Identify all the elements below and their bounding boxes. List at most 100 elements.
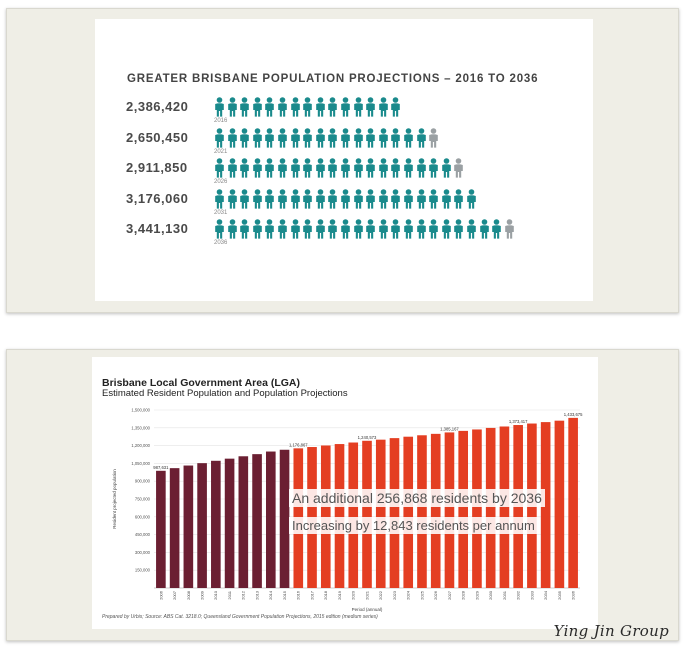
- projection-value: 3,176,060: [126, 190, 189, 206]
- y-tick-label: 900,000: [135, 479, 151, 484]
- person-icon: [365, 97, 376, 122]
- x-tick-label: 2034: [543, 590, 548, 600]
- person-icon: [302, 127, 313, 153]
- person-icon-partial: [504, 219, 515, 244]
- person-icon: [365, 188, 376, 214]
- bar: [334, 444, 345, 588]
- x-tick-label: 2017: [309, 590, 314, 600]
- chart-subtitle: Estimated Resident Population and Popula…: [102, 388, 348, 399]
- x-tick-label: 2031: [502, 590, 507, 600]
- person-icon: [390, 127, 401, 153]
- person-icon: [315, 127, 326, 153]
- person-icon: [315, 188, 326, 214]
- person-icon: [302, 219, 313, 244]
- x-tick-label: 2032: [516, 590, 521, 600]
- data-label: 1,176,867: [289, 442, 308, 447]
- person-icon: [264, 97, 275, 122]
- y-tick-label: 1,050,000: [131, 461, 150, 466]
- person-icon: [378, 97, 389, 122]
- person-icon: [264, 158, 275, 183]
- bar: [211, 460, 221, 588]
- person-icon: [390, 97, 401, 122]
- bar: [568, 417, 578, 588]
- x-tick-label: 2022: [378, 590, 383, 600]
- person-icon: [214, 158, 225, 183]
- person-icon: [353, 219, 364, 244]
- person-icon: [378, 219, 389, 244]
- person-icon: [239, 127, 250, 153]
- x-tick-label: 2014: [268, 590, 273, 600]
- x-axis-label: Period (annual): [352, 607, 383, 612]
- x-tick-label: 2006: [158, 590, 163, 600]
- person-icon: [340, 97, 351, 122]
- bar: [540, 422, 551, 588]
- y-tick-label: 450,000: [135, 532, 151, 537]
- x-tick-label: 2033: [529, 590, 534, 600]
- person-icon: [403, 127, 414, 153]
- projection-year: 2021: [214, 148, 228, 155]
- projection-year: 2016: [214, 118, 228, 124]
- person-icon: [453, 188, 464, 214]
- person-icon: [378, 158, 389, 183]
- person-icon: [453, 219, 464, 244]
- signature: Ying Jin Group: [553, 622, 669, 640]
- person-icon: [466, 188, 477, 214]
- person-icon: [302, 188, 313, 214]
- chart-footnote: Prepared by Urbis; Source: ABS Cat. 3218…: [102, 614, 378, 620]
- person-icon: [428, 219, 439, 244]
- data-label: 1,373,417: [509, 419, 528, 424]
- person-icon: [353, 127, 364, 153]
- x-tick-label: 2018: [323, 590, 328, 600]
- person-icon: [353, 97, 364, 122]
- bar: [252, 454, 262, 588]
- x-tick-label: 2035: [557, 590, 562, 600]
- bar: [320, 445, 331, 588]
- data-label: 987,631: [153, 465, 169, 470]
- x-tick-label: 2019: [337, 590, 342, 600]
- x-tick-label: 2020: [351, 590, 356, 600]
- callout-annual-increase: Increasing by 12,843 residents per annum: [289, 517, 538, 534]
- person-icon: [227, 97, 238, 122]
- data-label: 1,240,573: [358, 435, 377, 440]
- person-icon: [327, 188, 338, 214]
- x-tick-label: 2008: [186, 590, 191, 600]
- person-icon: [416, 219, 427, 244]
- person-icon: [252, 219, 263, 244]
- person-icon: [327, 97, 338, 122]
- bar: [430, 433, 441, 588]
- x-tick-label: 2026: [433, 590, 438, 600]
- person-icon: [403, 158, 414, 183]
- projections-title: GREATER BRISBANE POPULATION PROJECTIONS …: [127, 73, 539, 85]
- person-icon: [252, 127, 263, 153]
- person-icon: [340, 158, 351, 183]
- person-icon: [239, 219, 250, 244]
- x-tick-label: 2021: [364, 590, 369, 600]
- person-icon: [365, 158, 376, 183]
- person-icon: [290, 97, 301, 122]
- data-label: 1,385,167: [440, 426, 459, 431]
- person-icon: [277, 158, 288, 183]
- x-tick-label: 2036: [571, 590, 576, 600]
- bar: [362, 440, 372, 588]
- person-icon: [315, 97, 326, 122]
- person-icon: [302, 97, 313, 122]
- person-icon: [277, 219, 288, 244]
- x-tick-label: 2012: [241, 590, 246, 600]
- person-icon: [378, 127, 389, 153]
- projection-value: 2,386,420: [126, 99, 189, 114]
- y-tick-label: 1,350,000: [131, 425, 150, 430]
- projection-value: 3,441,130: [126, 221, 189, 236]
- person-icon: [479, 219, 490, 244]
- person-icon: [277, 97, 288, 122]
- person-icon: [327, 158, 338, 183]
- person-icon: [327, 127, 338, 153]
- person-icon: [340, 127, 351, 153]
- person-icon: [416, 158, 427, 183]
- bar: [279, 449, 290, 588]
- person-icon: [214, 127, 225, 153]
- x-tick-label: 2024: [406, 590, 411, 600]
- bar: [403, 436, 414, 588]
- bar: [444, 432, 455, 588]
- y-tick-label: 1,200,000: [131, 443, 150, 448]
- person-icon: [390, 219, 401, 244]
